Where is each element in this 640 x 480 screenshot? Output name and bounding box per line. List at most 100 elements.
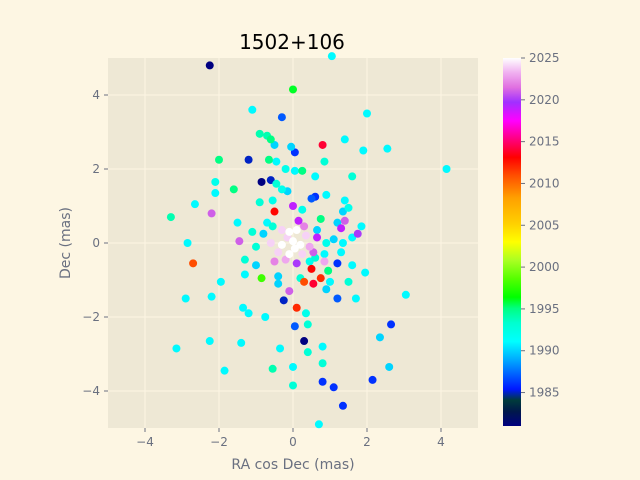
data-point [207,209,216,218]
data-point [216,277,225,286]
data-point [272,179,281,188]
data-point [320,157,329,166]
colorbar-tick-label: 2015 [529,135,560,149]
data-point [277,240,286,249]
data-point [220,366,229,375]
data-point [277,113,286,122]
data-point [239,303,248,312]
data-point [244,309,253,318]
data-point [181,294,190,303]
data-point [261,313,270,321]
colorbar-tick-label: 1985 [529,386,560,400]
data-point [320,250,329,259]
data-point [298,250,307,259]
data-point [359,146,368,155]
data-point [327,52,336,61]
chart-title: 1502+106 [239,30,345,54]
data-point [268,364,277,373]
data-point [274,279,283,288]
data-point [205,337,214,346]
x-tick-label: −2 [210,435,228,449]
y-tick-label: 2 [92,162,100,176]
data-point [268,222,277,231]
data-point [307,194,316,203]
data-point [289,362,297,371]
data-point [318,359,327,368]
data-point [311,172,320,181]
data-point [270,257,279,266]
data-point [348,261,357,270]
data-point [229,185,238,194]
data-point [305,242,314,251]
data-point [277,185,286,194]
data-point [290,166,299,175]
data-point [292,226,301,235]
data-point [313,226,322,235]
data-point [322,285,331,294]
data-point [301,231,310,240]
data-point [289,85,297,94]
data-point [348,172,357,181]
data-point [235,237,244,246]
data-point [307,264,316,273]
data-point [289,381,297,390]
data-point [285,250,294,259]
data-point [240,270,249,279]
data-point [257,177,266,186]
data-point [320,257,329,266]
data-point [189,259,198,268]
data-point [233,218,242,227]
x-tick-label: 2 [363,435,371,449]
data-point [326,277,334,286]
data-point [298,205,307,214]
data-point [190,200,199,209]
data-point [340,135,349,144]
colorbar-gradient [503,58,521,426]
data-point [309,279,318,288]
data-point [266,135,275,144]
colorbar-tick-label: 2025 [529,51,560,65]
x-tick-label: 0 [289,435,297,449]
data-point [277,226,286,235]
data-point [183,239,192,247]
data-point [333,294,342,303]
data-point [351,294,360,303]
data-point [322,190,331,199]
colorbar-tick-label: 1990 [529,344,560,358]
data-point [340,196,349,205]
data-point [318,377,327,386]
colorbar-tick-label: 1995 [529,302,560,316]
y-axis-ticks: −4 −2 0 2 4 [82,88,108,398]
data-point [329,383,338,392]
data-point [298,166,307,175]
data-point [344,203,353,212]
data-point [385,362,394,371]
data-point [338,239,347,247]
colorbar-tick-label: 2010 [529,176,560,190]
data-point [368,375,377,384]
data-point [285,287,294,296]
y-tick-label: 4 [92,88,100,102]
data-point [442,165,451,173]
x-axis-label: RA cos Dec (mas) [231,457,354,473]
data-point [259,229,268,238]
y-tick-label: 0 [92,236,100,250]
data-point [166,213,175,222]
y-tick-label: −4 [82,384,100,398]
data-point [292,303,301,312]
data-point [318,342,327,351]
data-point [255,129,264,138]
data-point [248,227,257,236]
data-point [205,61,214,70]
data-point [357,222,366,231]
data-point [303,320,312,329]
data-point [375,333,384,342]
data-point [252,261,260,270]
data-point [290,322,299,331]
data-point [279,296,288,305]
data-point [322,239,331,247]
data-point [244,155,253,164]
colorbar-ticks: 1985 1990 1995 2000 2005 2010 2015 2020 2025 [521,51,560,400]
data-point [337,248,346,257]
